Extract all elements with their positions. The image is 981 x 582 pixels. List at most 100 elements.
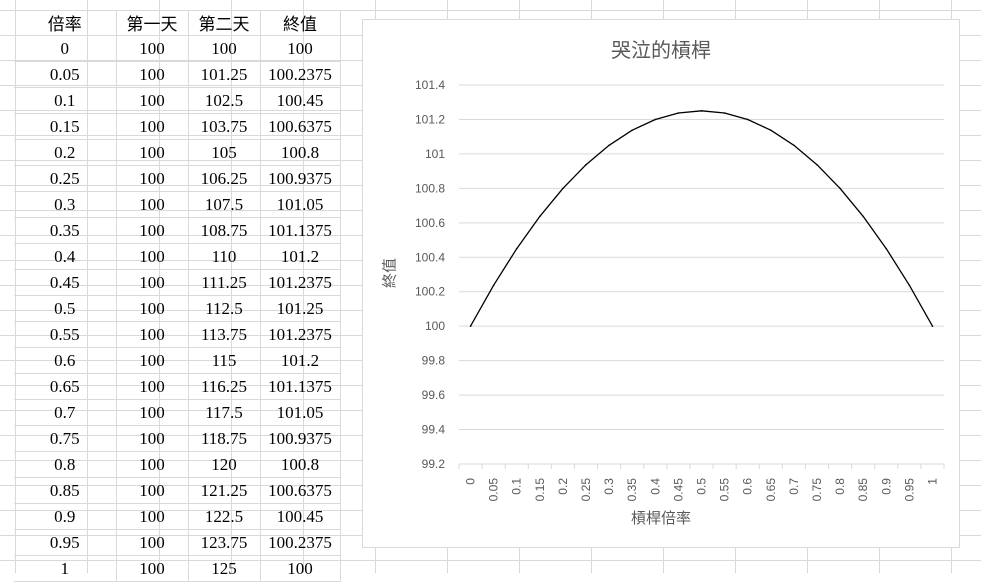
table-cell[interactable]: 107.5 <box>188 191 261 218</box>
table-cell[interactable]: 0.4 <box>14 243 117 270</box>
table-cell[interactable]: 0.25 <box>14 165 117 192</box>
table-cell[interactable]: 100.6375 <box>260 477 341 504</box>
table-cell[interactable]: 100 <box>116 529 189 556</box>
table-cell[interactable]: 101.05 <box>260 191 341 218</box>
table-cell[interactable]: 0.9 <box>14 503 117 530</box>
table-cell[interactable]: 0.5 <box>14 295 117 322</box>
table-cell[interactable]: 100 <box>116 191 189 218</box>
table-cell[interactable]: 100 <box>116 269 189 296</box>
table-cell[interactable]: 100 <box>116 347 189 374</box>
table-cell[interactable]: 1 <box>14 555 117 582</box>
table-cell[interactable]: 118.75 <box>188 425 261 452</box>
table-cell[interactable]: 115 <box>188 347 261 374</box>
header-cell[interactable]: 第二天 <box>188 10 261 36</box>
table-cell[interactable]: 100 <box>188 35 261 62</box>
y-tick-label: 101.2 <box>415 112 445 126</box>
table-cell[interactable]: 101.25 <box>260 295 341 322</box>
table-cell[interactable]: 100 <box>116 503 189 530</box>
table-cell[interactable]: 100 <box>116 477 189 504</box>
table-cell[interactable]: 0.3 <box>14 191 117 218</box>
table-cell[interactable]: 123.75 <box>188 529 261 556</box>
data-point <box>769 129 772 132</box>
series-line <box>469 110 934 327</box>
table-cell[interactable]: 111.25 <box>188 269 261 296</box>
table-cell[interactable]: 0.15 <box>14 113 117 140</box>
table-cell[interactable]: 120 <box>188 451 261 478</box>
x-tick-label: 0.65 <box>764 478 778 502</box>
table-cell[interactable]: 0.1 <box>14 87 117 114</box>
x-tick-label: 0.05 <box>487 478 501 502</box>
table-cell[interactable]: 121.25 <box>188 477 261 504</box>
table-cell[interactable]: 100.45 <box>260 87 341 114</box>
table-cell[interactable]: 100 <box>116 217 189 244</box>
header-cell[interactable]: 第一天 <box>116 10 189 36</box>
table-cell[interactable]: 100 <box>116 321 189 348</box>
table-cell[interactable]: 100.2375 <box>260 529 341 556</box>
table-row: 0.95 100 123.75 100.2375 <box>14 529 341 556</box>
table-cell[interactable]: 100.8 <box>260 451 341 478</box>
x-tick-label: 0.75 <box>810 478 824 502</box>
table-cell[interactable]: 100 <box>260 35 341 62</box>
table-cell[interactable]: 117.5 <box>188 399 261 426</box>
table-cell[interactable]: 0.35 <box>14 217 117 244</box>
table-cell[interactable]: 100.8 <box>260 139 341 166</box>
table-cell[interactable]: 106.25 <box>188 165 261 192</box>
table-cell[interactable]: 100.9375 <box>260 425 341 452</box>
table-cell[interactable]: 108.75 <box>188 217 261 244</box>
table-cell[interactable]: 100.45 <box>260 503 341 530</box>
table-cell[interactable]: 101.1375 <box>260 373 341 400</box>
table-cell[interactable]: 103.75 <box>188 113 261 140</box>
table-cell[interactable]: 101.2 <box>260 243 341 270</box>
table-cell[interactable]: 100 <box>116 139 189 166</box>
table-cell[interactable]: 0.75 <box>14 425 117 452</box>
table-cell[interactable]: 0 <box>14 35 117 62</box>
table-cell[interactable]: 100.2375 <box>260 61 341 88</box>
table-cell[interactable]: 100 <box>116 399 189 426</box>
x-tick-label: 0.6 <box>741 478 755 495</box>
table-cell[interactable]: 100 <box>116 35 189 62</box>
table-cell[interactable]: 110 <box>188 243 261 270</box>
table-cell[interactable]: 101.2 <box>260 347 341 374</box>
table-cell[interactable]: 100 <box>116 425 189 452</box>
table-cell[interactable]: 105 <box>188 139 261 166</box>
table-row: 0.8 100 120 100.8 <box>14 451 341 478</box>
table-cell[interactable]: 0.8 <box>14 451 117 478</box>
table-cell[interactable]: 100 <box>116 373 189 400</box>
table-cell[interactable]: 100 <box>116 295 189 322</box>
table-cell[interactable]: 101.2375 <box>260 321 341 348</box>
table-cell[interactable]: 100 <box>116 451 189 478</box>
table-cell[interactable]: 100 <box>116 555 189 582</box>
header-cell[interactable]: 終值 <box>260 10 341 36</box>
table-cell[interactable]: 100.9375 <box>260 165 341 192</box>
table-cell[interactable]: 100 <box>116 243 189 270</box>
table-cell[interactable]: 100 <box>116 87 189 114</box>
table-cell[interactable]: 100.6375 <box>260 113 341 140</box>
table-cell[interactable]: 102.5 <box>188 87 261 114</box>
table-cell[interactable]: 116.25 <box>188 373 261 400</box>
table-cell[interactable]: 100 <box>260 555 341 582</box>
table-cell[interactable]: 0.7 <box>14 399 117 426</box>
table-cell[interactable]: 125 <box>188 555 261 582</box>
table-cell[interactable]: 0.65 <box>14 373 117 400</box>
header-cell[interactable]: 倍率 <box>14 10 117 36</box>
table-cell[interactable]: 113.75 <box>188 321 261 348</box>
table-cell[interactable]: 0.05 <box>14 61 117 88</box>
chart-area[interactable]: 哭泣的槓桿 99.2 99.4 99.6 99.8 100 100.2 100.4 100.6… <box>362 19 960 548</box>
table-cell[interactable]: 101.1375 <box>260 217 341 244</box>
table-cell[interactable]: 112.5 <box>188 295 261 322</box>
table-cell[interactable]: 0.85 <box>14 477 117 504</box>
table-row: 0.1 100 102.5 100.45 <box>14 87 341 114</box>
table-cell[interactable]: 101.05 <box>260 399 341 426</box>
table-cell[interactable]: 0.95 <box>14 529 117 556</box>
table-cell[interactable]: 101.2375 <box>260 269 341 296</box>
table-cell[interactable]: 100 <box>116 113 189 140</box>
table-cell[interactable]: 0.6 <box>14 347 117 374</box>
table-cell[interactable]: 122.5 <box>188 503 261 530</box>
x-tick-label: 0.95 <box>902 478 916 502</box>
table-cell[interactable]: 100 <box>116 61 189 88</box>
table-cell[interactable]: 100 <box>116 165 189 192</box>
table-cell[interactable]: 0.55 <box>14 321 117 348</box>
table-cell[interactable]: 0.2 <box>14 139 117 166</box>
table-cell[interactable]: 0.45 <box>14 269 117 296</box>
table-cell[interactable]: 101.25 <box>188 61 261 88</box>
